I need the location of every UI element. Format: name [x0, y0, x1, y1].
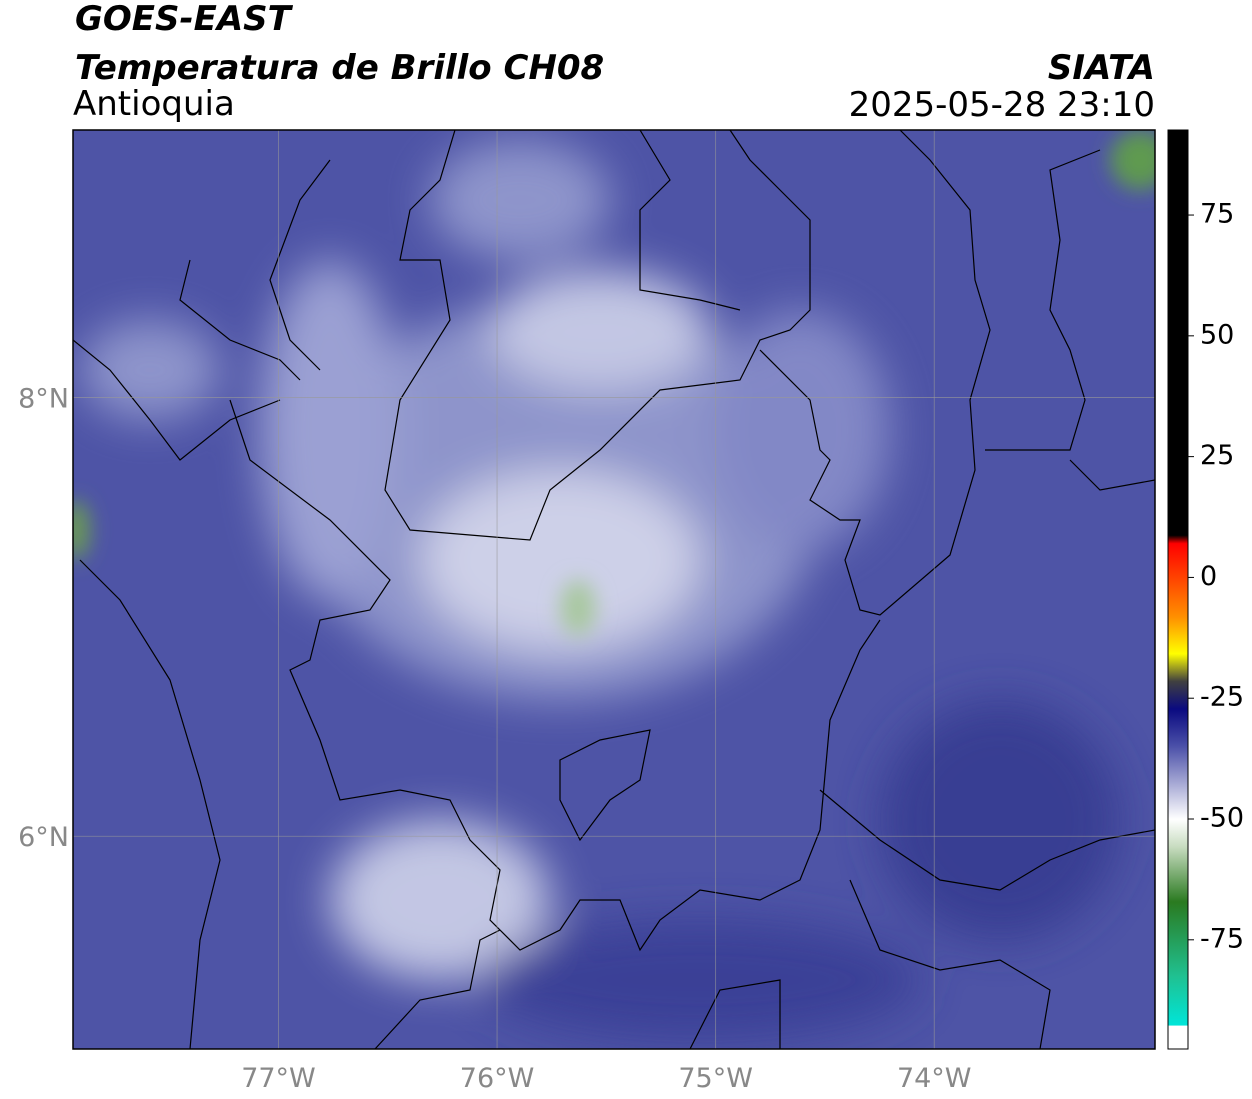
lon-label: 77°W — [241, 1063, 316, 1094]
lat-label: 8°N — [18, 384, 69, 415]
borders — [73, 130, 1155, 1049]
region: Antioquia — [73, 84, 235, 124]
satellite-image — [73, 130, 1155, 1049]
lat-label: 6°N — [18, 822, 69, 853]
colorbar-tick-label: 75 — [1200, 199, 1234, 230]
product-title: Temperatura de Brillo CH08 — [75, 48, 604, 88]
lon-label: 76°W — [460, 1063, 535, 1094]
colorbar-tick-label: -75 — [1200, 923, 1244, 954]
colorbar-tick-label: -50 — [1200, 803, 1244, 834]
satellite-name: GOES-EAST — [75, 0, 294, 39]
colorbar-tick-label: -25 — [1200, 682, 1244, 713]
colorbar-tick-label: 50 — [1200, 319, 1234, 350]
lon-label: 75°W — [678, 1063, 753, 1094]
colorbar-tick-label: 0 — [1200, 561, 1217, 592]
lon-label: 74°W — [897, 1063, 972, 1094]
datetime: 2025-05-28 23:10 — [849, 85, 1155, 125]
colorbar — [1167, 129, 1189, 1050]
map-frame — [72, 129, 1156, 1050]
colorbar-tick-label: 25 — [1200, 440, 1234, 471]
agency: SIATA — [1048, 48, 1155, 88]
graticule — [73, 130, 1155, 1049]
